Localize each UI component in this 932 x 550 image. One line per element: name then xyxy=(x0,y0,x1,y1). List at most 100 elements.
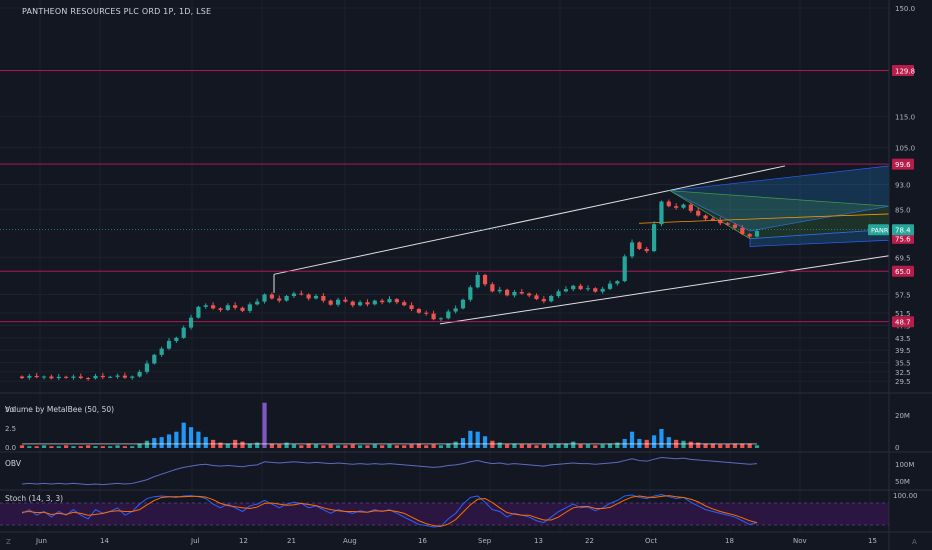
volume-bar[interactable] xyxy=(416,443,421,448)
candle-body[interactable] xyxy=(431,313,436,320)
candle-body[interactable] xyxy=(262,294,267,302)
volume-bar[interactable] xyxy=(137,443,142,448)
volume-bar[interactable] xyxy=(527,444,532,448)
volume-bar[interactable] xyxy=(659,428,664,448)
candle-body[interactable] xyxy=(534,295,539,300)
time-tick-label[interactable]: Aug xyxy=(343,537,357,545)
volume-bar[interactable] xyxy=(740,443,745,448)
candle-body[interactable] xyxy=(196,306,201,318)
volume-bar[interactable] xyxy=(453,441,458,448)
volume-bar[interactable] xyxy=(387,444,392,448)
volume-bar[interactable] xyxy=(108,446,113,448)
price-axis[interactable]: 150.0115.0105.093.085.069.557.551.547.54… xyxy=(868,5,918,500)
current-price-badge[interactable] xyxy=(892,224,914,236)
volume-bar[interactable] xyxy=(512,443,517,448)
volume-bar[interactable] xyxy=(130,446,135,448)
candle-body[interactable] xyxy=(130,376,135,378)
candle-body[interactable] xyxy=(585,288,591,290)
candle-body[interactable] xyxy=(652,224,657,252)
volume-bar[interactable] xyxy=(313,444,319,448)
candle-body[interactable] xyxy=(747,234,752,237)
volume-bar[interactable] xyxy=(607,443,613,448)
candle-body[interactable] xyxy=(49,376,54,379)
candle-body[interactable] xyxy=(607,283,613,289)
candle-body[interactable] xyxy=(335,299,341,305)
volume-bar[interactable] xyxy=(166,434,172,448)
level-badge-label[interactable]: 129.8 xyxy=(895,68,915,76)
symbol-badge[interactable] xyxy=(868,224,889,236)
candle-body[interactable] xyxy=(725,223,730,225)
volume-bar[interactable] xyxy=(19,445,25,448)
candle-body[interactable] xyxy=(637,242,642,249)
candle-body[interactable] xyxy=(152,354,157,364)
volume-bar[interactable] xyxy=(203,437,208,448)
volume-bar[interactable] xyxy=(431,444,436,448)
volume-bar[interactable] xyxy=(255,442,260,448)
time-tick-label[interactable]: Nov xyxy=(793,537,807,545)
candle-body[interactable] xyxy=(416,309,421,313)
stoch-d-line[interactable] xyxy=(21,495,758,527)
volume-bar[interactable] xyxy=(358,445,363,448)
stochastic-panel[interactable] xyxy=(0,493,889,528)
volume-bar[interactable] xyxy=(460,438,466,448)
candle-body[interactable] xyxy=(93,375,98,379)
candle-body[interactable] xyxy=(681,204,686,208)
candle-body[interactable] xyxy=(622,256,627,282)
volume-bar[interactable] xyxy=(277,444,282,448)
price-tick-label[interactable]: 43.5 xyxy=(895,335,911,343)
price-tick-label[interactable]: 115.0 xyxy=(895,113,915,121)
volume-bar[interactable] xyxy=(306,443,311,448)
candle-body[interactable] xyxy=(78,376,83,379)
volume-bar[interactable] xyxy=(335,445,341,448)
candle-body[interactable] xyxy=(218,308,223,310)
candle-body[interactable] xyxy=(460,299,466,309)
volume-bar[interactable] xyxy=(115,445,120,448)
candle-body[interactable] xyxy=(174,337,179,341)
volume-bar[interactable] xyxy=(578,444,583,448)
volume-bar[interactable] xyxy=(490,440,495,448)
volume-bar[interactable] xyxy=(299,445,304,448)
volume-bar[interactable] xyxy=(218,442,223,448)
time-tick-label[interactable]: 16 xyxy=(418,537,427,545)
candle-body[interactable] xyxy=(754,230,760,237)
candle-body[interactable] xyxy=(446,311,451,319)
volume-bar[interactable] xyxy=(497,442,502,448)
candle-body[interactable] xyxy=(41,376,47,378)
price-tick-label[interactable]: 51.5 xyxy=(895,310,911,318)
volume-bar[interactable] xyxy=(402,445,407,448)
candle-body[interactable] xyxy=(380,300,385,303)
volume-bar[interactable] xyxy=(247,443,252,448)
candle-body[interactable] xyxy=(696,210,701,216)
volume-bar[interactable] xyxy=(291,444,297,448)
candle-body[interactable] xyxy=(328,300,333,305)
candle-body[interactable] xyxy=(563,289,568,292)
candle-body[interactable] xyxy=(453,308,458,312)
candle-body[interactable] xyxy=(710,218,715,221)
candle-body[interactable] xyxy=(629,242,635,257)
time-tick-label[interactable]: Sep xyxy=(478,537,492,545)
volume-bar[interactable] xyxy=(710,443,715,448)
volume-bar[interactable] xyxy=(482,436,488,448)
time-tick-label[interactable]: 15 xyxy=(868,537,877,545)
candle-body[interactable] xyxy=(211,305,216,309)
candle-body[interactable] xyxy=(34,375,39,378)
volume-bar[interactable] xyxy=(269,443,274,448)
candle-body[interactable] xyxy=(468,287,473,300)
candle-body[interactable] xyxy=(424,312,429,314)
zoom-icon[interactable]: Z xyxy=(6,538,11,546)
volume-bar[interactable] xyxy=(71,446,76,448)
price-tick-label[interactable]: 29.5 xyxy=(895,378,911,386)
volume-bar[interactable] xyxy=(372,444,377,448)
volume-indicator-label[interactable]: Volume by MetalBee (50, 50) xyxy=(5,405,115,414)
volume-bar[interactable] xyxy=(446,443,451,448)
candle-body[interactable] xyxy=(247,304,252,311)
candle-body[interactable] xyxy=(519,291,524,294)
candle-body[interactable] xyxy=(19,376,25,379)
volume-bar[interactable] xyxy=(49,446,54,448)
candle-body[interactable] xyxy=(475,274,480,288)
candle-body[interactable] xyxy=(482,274,488,285)
volume-bar[interactable] xyxy=(747,443,752,448)
candle-body[interactable] xyxy=(240,307,245,311)
volume-bar[interactable] xyxy=(475,431,480,448)
candle-body[interactable] xyxy=(27,375,32,378)
